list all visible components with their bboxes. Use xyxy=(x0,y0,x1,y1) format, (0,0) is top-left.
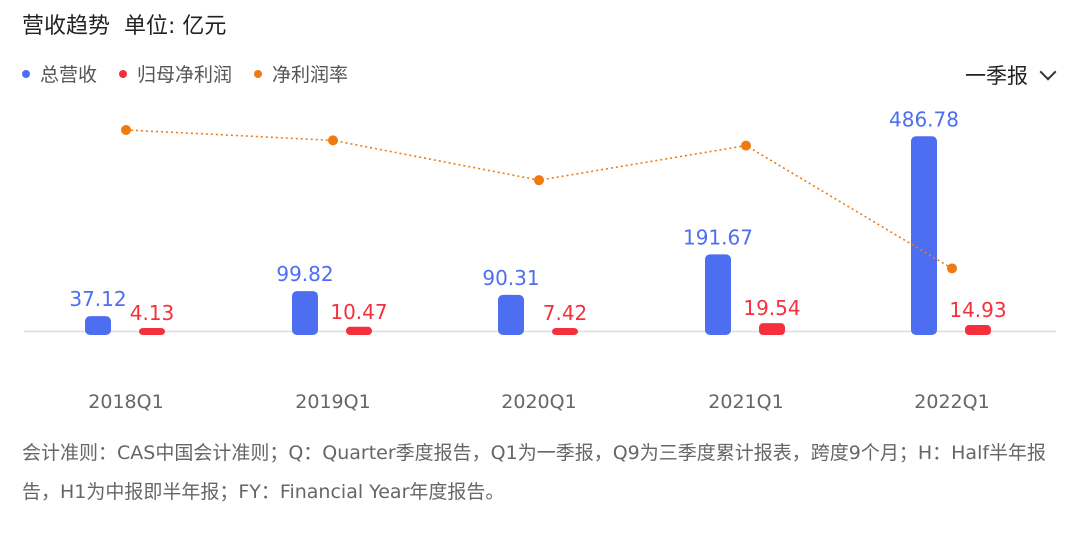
footnote: 会计准则：CAS中国会计准则；Q：Quarter季度报告，Q1为一季报，Q9为三… xyxy=(22,442,1047,503)
legend-item-margin[interactable]: 净利润率 xyxy=(254,60,348,87)
point-margin-2021Q1 xyxy=(741,140,751,151)
legend-dot-revenue xyxy=(22,69,30,78)
data-label-revenue-2021Q1: 191.67 xyxy=(683,225,753,249)
point-margin-2022Q1 xyxy=(947,263,957,274)
bar-net-profit-2022Q1 xyxy=(965,325,991,335)
legend-dot-net-profit xyxy=(119,69,128,78)
bar-revenue-2021Q1 xyxy=(705,254,731,335)
period-select-label: 一季报 xyxy=(965,64,1028,88)
x-tick-label-2020Q1: 2020Q1 xyxy=(501,391,576,413)
x-tick-label-2019Q1: 2019Q1 xyxy=(295,391,370,413)
data-label-net-profit-2021Q1: 19.54 xyxy=(743,296,800,320)
point-margin-2020Q1 xyxy=(534,175,544,186)
bar-revenue-2022Q1 xyxy=(911,136,937,335)
x-tick-label-2022Q1: 2022Q1 xyxy=(914,391,989,413)
legend-label-net-profit: 归母净利润 xyxy=(137,64,233,86)
data-label-revenue-2018Q1: 37.12 xyxy=(69,287,126,311)
data-label-revenue-2019Q1: 99.82 xyxy=(276,262,333,286)
legend-dot-margin xyxy=(254,69,263,78)
bar-net-profit-2019Q1 xyxy=(346,326,372,335)
data-label-revenue-2020Q1: 90.31 xyxy=(482,266,539,290)
period-select[interactable]: 一季报 xyxy=(965,60,1057,90)
unit-label: 单位: 亿元 xyxy=(124,14,227,39)
legend: 总营收 归母净利润 净利润率 xyxy=(22,60,348,87)
x-tick-label-2018Q1: 2018Q1 xyxy=(88,391,163,413)
legend-item-net-profit[interactable]: 归母净利润 xyxy=(119,60,232,87)
data-label-revenue-2022Q1: 486.78 xyxy=(889,107,959,131)
bar-revenue-2019Q1 xyxy=(292,291,318,335)
bar-net-profit-2021Q1 xyxy=(759,323,785,335)
point-margin-2018Q1 xyxy=(121,125,131,135)
data-label-net-profit-2018Q1: 4.13 xyxy=(130,301,175,325)
point-margin-2019Q1 xyxy=(328,135,338,146)
bar-revenue-2020Q1 xyxy=(498,294,524,335)
legend-item-revenue[interactable]: 总营收 xyxy=(22,60,97,87)
bar-net-profit-2020Q1 xyxy=(552,328,578,335)
data-label-net-profit-2019Q1: 10.47 xyxy=(330,300,387,324)
x-tick-label-2021Q1: 2021Q1 xyxy=(708,391,783,413)
legend-label-margin: 净利润率 xyxy=(272,64,349,86)
chart-svg: 37.124.13 2018Q1 99.82 10.47 2019Q1 90.317.42… xyxy=(24,107,1056,413)
bar-revenue-2018Q1 xyxy=(85,316,111,335)
chart-title-text: 营收趋势 xyxy=(22,14,111,39)
data-label-net-profit-2022Q1: 14.93 xyxy=(949,298,1006,322)
chart-title: 营收趋势 单位: 亿元 xyxy=(22,8,226,40)
bar-net-profit-2018Q1 xyxy=(139,328,165,335)
data-label-net-profit-2020Q1: 7.42 xyxy=(543,301,588,325)
legend-label-revenue: 总营收 xyxy=(40,64,98,86)
line-margin xyxy=(125,129,953,270)
